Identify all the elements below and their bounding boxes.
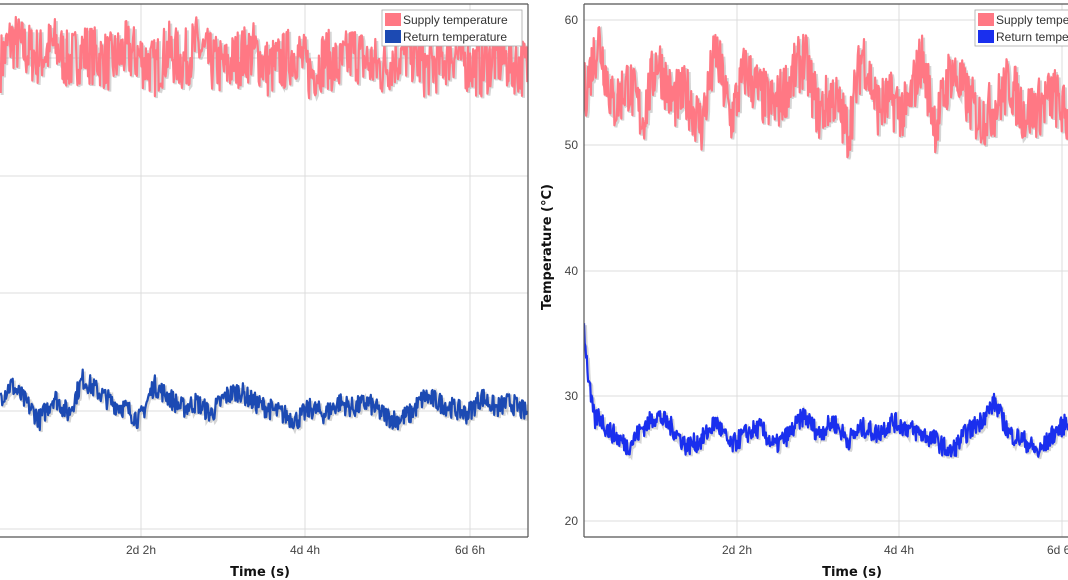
right-y-axis-title: Temperature (°C) bbox=[540, 184, 555, 310]
left-x-tick-label: 6d 6h bbox=[455, 543, 485, 557]
right-y-tick-label: 50 bbox=[565, 138, 579, 152]
right-series-group bbox=[584, 26, 1068, 461]
right-x-tick-label: 2d 2h bbox=[722, 543, 752, 557]
right-y-tick-label: 60 bbox=[565, 13, 579, 27]
left-plot-background bbox=[0, 4, 528, 537]
left-legend-swatch-supply bbox=[385, 13, 401, 26]
right-legend[interactable]: Supply temperature Return temperature bbox=[974, 9, 1068, 47]
right-series-shadow-supply-temperature bbox=[584, 26, 1068, 160]
right-x-tick-label: 6d 6h bbox=[1047, 543, 1068, 557]
left-x-tick-label: 2d 2h bbox=[126, 543, 156, 557]
left-legend-label-return[interactable]: Return temperature bbox=[403, 30, 507, 44]
left-legend-label-supply[interactable]: Supply temperature bbox=[403, 13, 508, 27]
left-legend-box bbox=[381, 9, 523, 47]
right-chart-panel: 20 30 40 50 60 2d 2h 4d 4h 6d 6h Time (s… bbox=[540, 3, 1068, 580]
left-legend-swatch-return bbox=[385, 30, 401, 43]
left-chart-panel: 2d 2h 4d 4h 6d 6h Time (s) Supply temper… bbox=[0, 3, 529, 580]
right-legend-label-supply[interactable]: Supply temperature bbox=[996, 13, 1068, 27]
left-legend[interactable]: Supply temperature Return temperature bbox=[381, 9, 523, 47]
left-series-line-supply-temperature bbox=[0, 15, 528, 100]
right-y-tick-label: 40 bbox=[565, 264, 579, 278]
right-y-tick-label: 20 bbox=[565, 514, 579, 528]
right-legend-swatch-supply bbox=[978, 13, 994, 26]
right-y-tick-label: 30 bbox=[565, 389, 579, 403]
left-x-axis-title: Time (s) bbox=[230, 565, 290, 580]
left-series-group bbox=[0, 15, 528, 435]
right-legend-swatch-return bbox=[978, 30, 994, 43]
right-x-axis-title: Time (s) bbox=[822, 565, 882, 580]
right-series-line-supply-temperature bbox=[584, 26, 1068, 159]
right-legend-label-return[interactable]: Return temperature bbox=[996, 30, 1068, 44]
left-x-tick-label: 4d 4h bbox=[290, 543, 320, 557]
right-x-tick-label: 4d 4h bbox=[884, 543, 914, 557]
left-series-line-return-temperature bbox=[0, 368, 528, 432]
right-series-line-return-temperature bbox=[584, 323, 1068, 458]
